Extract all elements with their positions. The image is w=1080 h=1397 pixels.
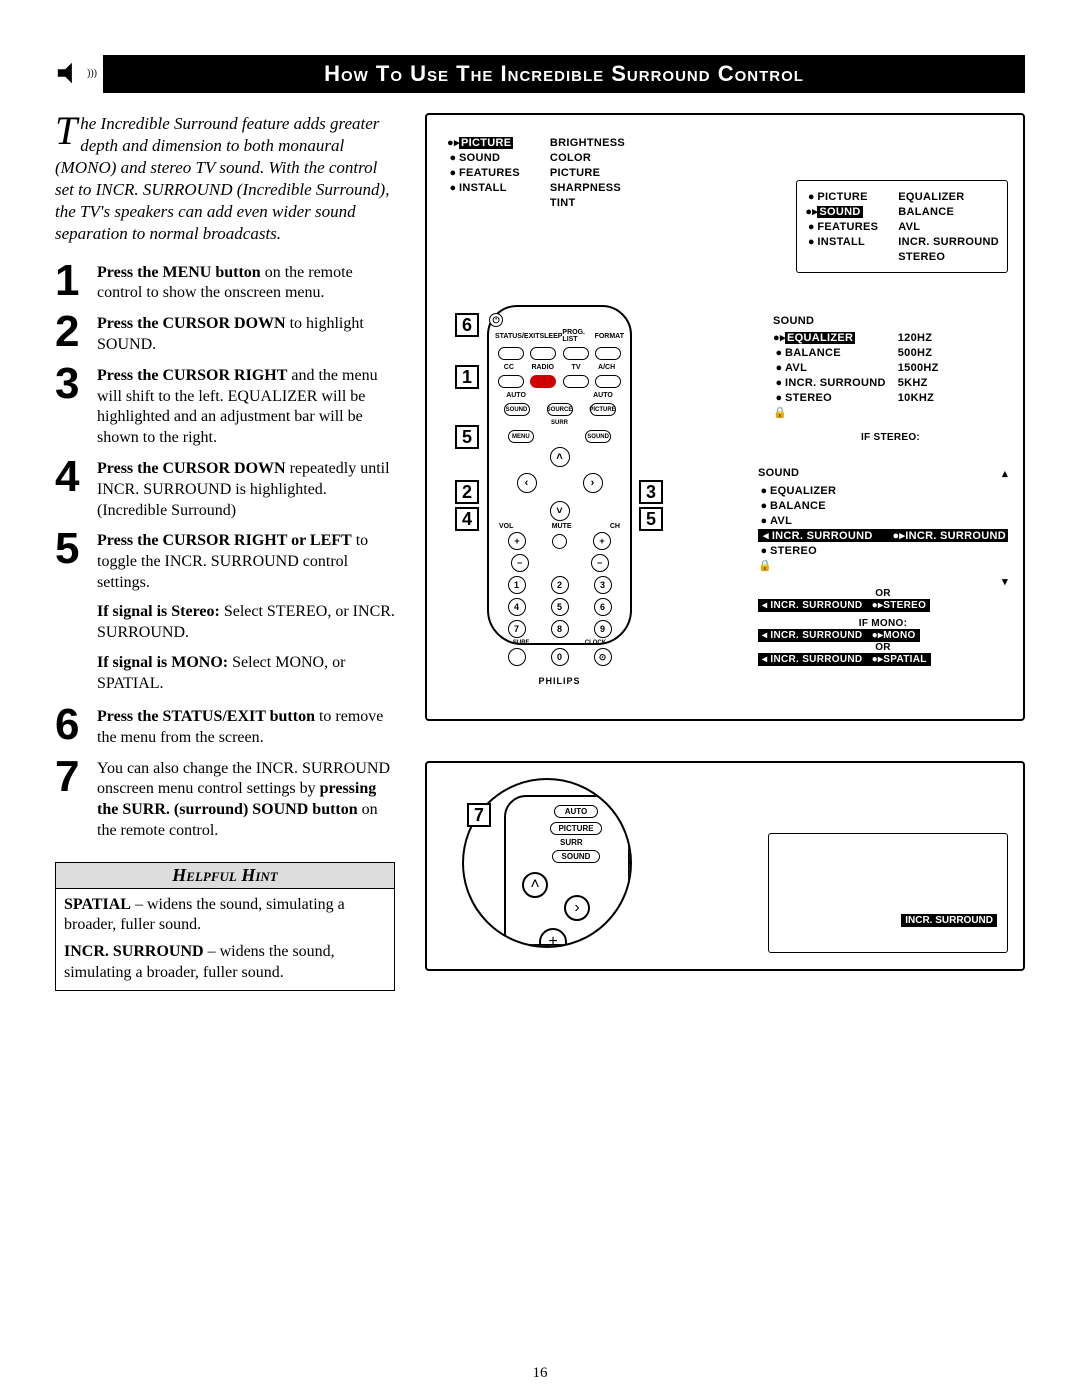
- callout-4: 4: [455, 507, 479, 531]
- tv-diagram-2: AUTO PICTURE SURR SOUND ˄ › + 7 INCR. SU…: [425, 761, 1025, 971]
- osd-main-menu: ●▸PICTURE ●SOUND ●FEATURES ●INSTALL BRIG…: [447, 135, 625, 210]
- steps-list: 1Press the MENU button on the remote con…: [55, 261, 395, 842]
- osd-incr-surround-menu: SOUND▴ ●EQUALIZER ●BALANCE ●AVL ◂INCR. S…: [758, 467, 1008, 666]
- helpful-hint-box: Helpful Hint SPATIAL – widens the sound,…: [55, 862, 395, 991]
- callout-6: 6: [455, 313, 479, 337]
- page-title: How To Use The Incredible Surround Contr…: [103, 55, 1025, 93]
- intro-paragraph: The Incredible Surround feature adds gre…: [55, 113, 395, 246]
- callout-7: 7: [467, 803, 491, 827]
- diagram-column: ●▸PICTURE ●SOUND ●FEATURES ●INSTALL BRIG…: [415, 113, 1025, 991]
- callout-5a: 5: [455, 425, 479, 449]
- callout-5b: 5: [639, 507, 663, 531]
- callout-3: 3: [639, 480, 663, 504]
- osd-indicator: INCR. SURROUND: [768, 833, 1008, 953]
- callout-2: 2: [455, 480, 479, 504]
- speaker-icon: ))): [55, 55, 103, 91]
- instructions-column: The Incredible Surround feature adds gre…: [55, 113, 395, 991]
- callout-1: 1: [455, 365, 479, 389]
- page-number: 16: [0, 1365, 1080, 1382]
- remote-control: ⏻ STATUS/EXITSLEEPPROG. LISTFORMAT CCRAD…: [487, 305, 632, 645]
- osd-sound-menu: ●PICTURE ●▸SOUND ●FEATURES ●INSTALL EQUA…: [796, 180, 1008, 273]
- tv-diagram-1: ●▸PICTURE ●SOUND ●FEATURES ●INSTALL BRIG…: [425, 113, 1025, 721]
- osd-equalizer-menu: SOUND ●▸EQUALIZER ●BALANCE ●AVL ●INCR. S…: [773, 315, 1008, 443]
